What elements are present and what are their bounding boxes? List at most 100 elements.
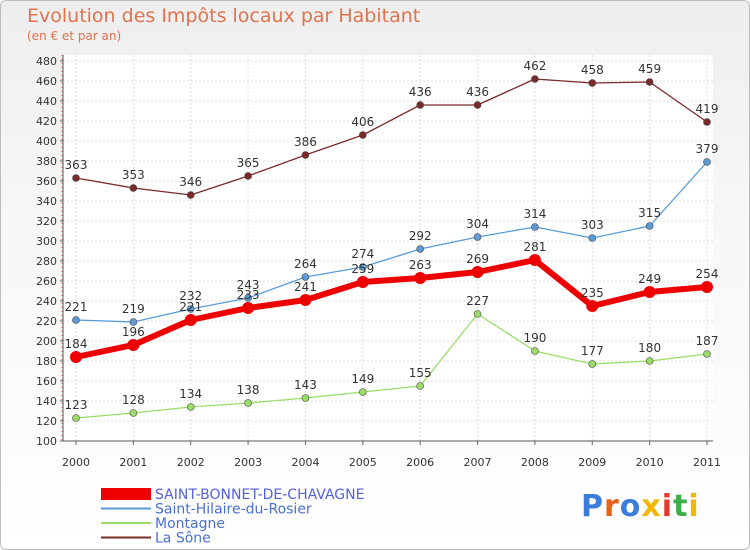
y-tick-label: 480 (36, 55, 57, 68)
data-point (645, 78, 654, 86)
data-label: 190 (523, 331, 546, 345)
y-tick-label: 200 (36, 335, 57, 348)
data-label: 143 (294, 378, 317, 392)
data-label: 274 (351, 247, 374, 261)
data-label: 303 (581, 218, 604, 232)
legend-item: Saint-Hilaire-du-Rosier (101, 502, 312, 518)
data-point (299, 294, 312, 306)
data-label: 254 (696, 267, 719, 281)
legend-label: Saint-Hilaire-du-Rosier (155, 502, 312, 518)
data-point (129, 318, 138, 326)
data-label: 134 (179, 387, 202, 401)
data-point (70, 351, 82, 363)
y-tick-label: 340 (36, 195, 57, 208)
data-point (242, 302, 255, 314)
legend: SAINT-BONNET-DE-CHAVAGNESaint-Hilaire-du… (101, 487, 364, 547)
y-tick-label: 120 (36, 415, 57, 428)
y-tick-label: 180 (36, 355, 57, 368)
axes: 100 120 140 160 180 200 220 240 260 280 300 320 340 3… (36, 55, 721, 469)
y-tick-label: 380 (36, 155, 57, 168)
data-point (127, 339, 140, 351)
logo-letter: i (661, 489, 674, 524)
y-tick-label: 460 (36, 75, 57, 88)
data-label: 221 (65, 300, 88, 314)
y-tick-label: 360 (36, 175, 57, 188)
data-label: 155 (409, 366, 432, 380)
data-label: 177 (581, 344, 604, 358)
y-tick-label: 140 (36, 395, 57, 408)
data-label: 363 (65, 158, 88, 172)
series-saint-bonnet-de-chavagne: 184 196 221 233 241 259 263 269 281 235 249 254 (65, 240, 719, 363)
series-montagne: 123 128 134 138 143 149 155 227 190 177 180 187 (65, 294, 719, 422)
data-point (588, 360, 597, 368)
data-label: 187 (696, 334, 719, 348)
data-label: 458 (581, 63, 604, 77)
data-label: 233 (237, 288, 260, 302)
grid-lines (63, 55, 713, 442)
x-tick-label: 2008 (521, 456, 549, 469)
series-line (75, 78, 708, 196)
legend-label: La Sône (155, 531, 211, 547)
data-point (244, 294, 252, 302)
data-point (703, 118, 711, 126)
data-point (186, 191, 195, 199)
y-tick-label: 320 (36, 215, 57, 228)
data-label: 123 (65, 398, 88, 412)
y-tick-label: 400 (36, 135, 57, 148)
data-label: 263 (409, 258, 432, 272)
y-tick-label: 420 (36, 115, 57, 128)
logo-letter: r (604, 489, 620, 524)
series-line (75, 161, 708, 323)
logo-letter: x (641, 489, 662, 524)
data-point (528, 254, 541, 266)
x-tick-label: 2003 (234, 456, 262, 469)
data-label: 419 (696, 102, 719, 116)
data-label: 184 (65, 337, 88, 351)
x-tick-label: 2004 (291, 456, 319, 469)
logo-letter: o (619, 489, 642, 524)
x-tick-label: 2009 (578, 456, 606, 469)
data-label: 227 (466, 294, 489, 308)
data-point (129, 409, 138, 417)
data-label: 462 (523, 59, 546, 73)
data-point (301, 151, 310, 159)
y-tick-label: 100 (36, 435, 57, 448)
data-label: 281 (523, 240, 546, 254)
legend-swatch (101, 488, 151, 500)
data-label: 241 (294, 280, 317, 294)
data-label: 243 (237, 278, 260, 292)
data-point (186, 305, 195, 313)
x-tick-label: 2007 (464, 456, 492, 469)
series-line (75, 313, 708, 419)
data-point (703, 350, 711, 358)
series-line (75, 257, 708, 360)
x-tick-label: 2002 (177, 456, 205, 469)
plot-area (63, 55, 713, 441)
data-point (701, 281, 713, 293)
chart-title: Evolution des Impôts locaux par Habitant (27, 5, 421, 27)
data-label: 379 (696, 142, 719, 156)
data-point (72, 174, 80, 182)
data-label: 249 (638, 272, 661, 286)
y-tick-label: 240 (36, 295, 57, 308)
x-tick-label: 2006 (406, 456, 434, 469)
logo-letter: t (673, 489, 689, 524)
data-point (645, 222, 654, 230)
data-point (72, 316, 80, 324)
data-point (473, 310, 482, 318)
data-label: 232 (179, 289, 202, 303)
series-saint-hilaire-du-rosier: 221 219 232 243 264 274 292 304 314 303 315 379 (65, 142, 719, 326)
y-tick-label: 300 (36, 235, 57, 248)
y-tick-label: 220 (36, 315, 57, 328)
x-tick-label: 2005 (349, 456, 377, 469)
proxiti-logo: Proxiti (581, 489, 700, 524)
data-label: 315 (638, 206, 661, 220)
data-label: 314 (523, 207, 546, 221)
data-label: 235 (581, 286, 604, 300)
data-point (531, 347, 539, 355)
y-tick-label: 160 (36, 375, 57, 388)
x-tick-label: 2001 (119, 456, 147, 469)
data-point (416, 382, 424, 390)
